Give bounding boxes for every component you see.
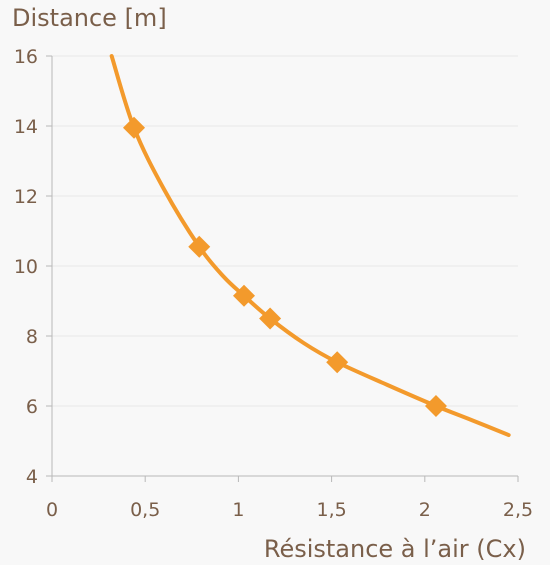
data-point-marker [232, 284, 255, 307]
data-point-marker [259, 307, 282, 330]
y-tick-label: 8 [26, 326, 38, 348]
y-tick-labels: 4 6 8 10 12 14 16 [14, 46, 52, 488]
data-point-marker [123, 116, 146, 139]
data-point-marker [188, 235, 211, 258]
x-tick-label: 0 [46, 499, 58, 521]
x-axis-title: Résistance à l’air (Cx) [264, 535, 526, 563]
x-tick-label: 2,5 [503, 499, 533, 521]
x-tick-label: 1,5 [316, 499, 346, 521]
x-tick-label: 2 [419, 499, 431, 521]
y-tick-label: 6 [26, 396, 38, 418]
y-tick-label: 4 [26, 466, 38, 488]
x-tick-label: 0,5 [130, 499, 160, 521]
series-line [109, 54, 511, 438]
x-tick-labels: 0 0,5 1 1,5 2 2,5 [46, 476, 533, 521]
series-group [109, 54, 511, 438]
y-tick-label: 14 [14, 116, 38, 138]
data-point-marker [326, 351, 349, 374]
y-axis-title: Distance [m] [12, 4, 167, 32]
x-tick-label: 1 [232, 499, 244, 521]
data-point-marker [424, 395, 447, 417]
gridlines [52, 55, 518, 407]
y-tick-label: 10 [14, 256, 38, 278]
y-tick-label: 16 [14, 46, 38, 68]
y-tick-label: 12 [14, 186, 38, 208]
